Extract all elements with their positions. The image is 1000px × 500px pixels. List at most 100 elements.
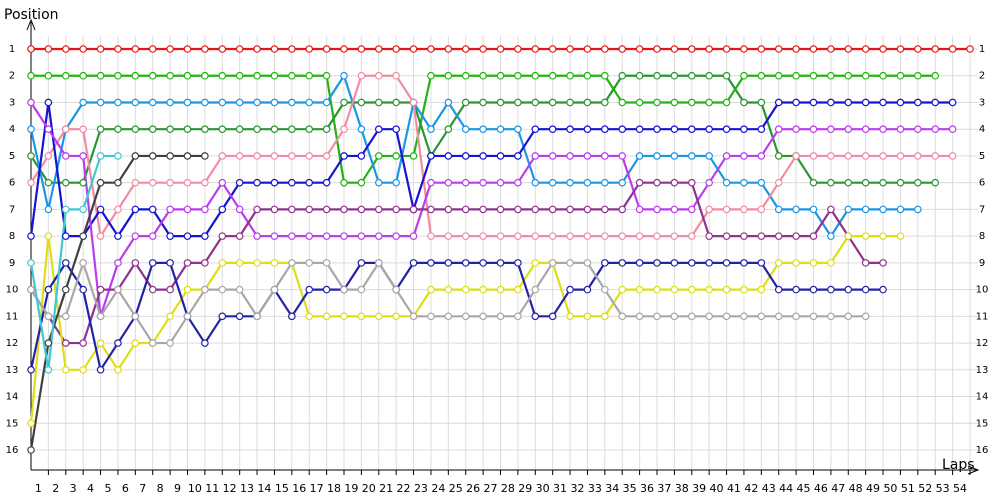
data-point: [687, 312, 696, 321]
data-point: [79, 98, 87, 107]
data-point: [288, 312, 296, 321]
data-point: [461, 152, 470, 160]
data-point: [531, 98, 540, 107]
data-point: [844, 178, 853, 187]
y-tick-label-right: 6: [979, 178, 985, 189]
data-point: [409, 45, 418, 53]
data-point: [635, 71, 644, 80]
data-point: [201, 71, 209, 80]
data-point: [548, 45, 557, 53]
data-point: [583, 152, 592, 160]
data-point: [409, 259, 418, 267]
data-point: [270, 178, 279, 187]
x-tick-label: 38: [675, 482, 689, 495]
data-point: [879, 71, 887, 80]
data-point: [148, 232, 157, 240]
data-point: [270, 125, 279, 134]
y-tick-label: 7: [9, 204, 15, 215]
data-point: [96, 152, 105, 160]
data-point: [427, 259, 435, 267]
data-point: [740, 71, 748, 80]
data-point: [218, 285, 227, 294]
data-point: [496, 312, 505, 321]
data-point: [531, 285, 540, 294]
data-point: [514, 125, 522, 134]
data-point: [235, 125, 244, 134]
data-point: [201, 125, 209, 134]
data-point: [722, 205, 731, 214]
data-point: [653, 232, 661, 240]
data-point: [44, 285, 53, 294]
data-point: [514, 205, 522, 214]
data-point: [461, 45, 470, 53]
data-point: [601, 205, 609, 214]
x-tick-label: 44: [779, 482, 793, 495]
data-point: [566, 285, 574, 294]
data-point: [79, 285, 87, 294]
data-point: [635, 152, 644, 160]
data-point: [896, 232, 905, 240]
data-point: [687, 125, 696, 134]
data-point: [27, 285, 35, 294]
data-point: [183, 259, 192, 267]
data-point: [374, 259, 383, 267]
data-point: [844, 312, 853, 321]
data-point: [218, 45, 227, 53]
data-point: [444, 232, 453, 240]
data-point: [253, 205, 261, 214]
data-point: [653, 178, 661, 187]
data-point: [566, 152, 574, 160]
data-point: [670, 71, 679, 80]
x-tick-label: 5: [104, 482, 111, 495]
y-tick-label: 4: [9, 124, 15, 135]
data-point: [409, 312, 418, 321]
data-point: [444, 45, 453, 53]
data-point: [409, 152, 418, 160]
data-point: [618, 285, 627, 294]
data-point: [879, 98, 887, 107]
data-point: [444, 98, 453, 107]
data-point: [705, 152, 713, 160]
data-point: [44, 339, 53, 347]
data-point: [774, 259, 783, 267]
data-point: [444, 259, 453, 267]
data-point: [583, 71, 592, 80]
x-tick-label: 3: [70, 482, 77, 495]
data-point: [288, 98, 296, 107]
data-point: [827, 125, 835, 134]
data-point: [914, 71, 922, 80]
data-point: [322, 125, 331, 134]
x-tick-label: 7: [139, 482, 146, 495]
data-point: [531, 45, 540, 53]
data-point: [253, 71, 261, 80]
data-point: [861, 285, 870, 294]
data-point: [114, 285, 122, 294]
x-tick-label: 33: [588, 482, 602, 495]
data-point: [131, 98, 140, 107]
data-point: [548, 259, 557, 267]
data-point: [322, 232, 331, 240]
y-tick-label-right: 13: [976, 365, 989, 376]
data-point: [201, 152, 209, 160]
data-point: [148, 152, 157, 160]
data-point: [601, 71, 609, 80]
data-point: [740, 285, 748, 294]
data-point: [357, 312, 366, 321]
data-point: [166, 312, 174, 321]
data-point: [827, 152, 835, 160]
data-point: [44, 365, 53, 374]
data-point: [392, 45, 400, 53]
data-point: [635, 312, 644, 321]
data-point: [844, 232, 853, 240]
x-tick-label: 34: [605, 482, 619, 495]
data-point: [670, 232, 679, 240]
data-point: [548, 312, 557, 321]
x-tick-label: 43: [762, 482, 776, 495]
data-point: [201, 259, 209, 267]
data-point: [740, 232, 748, 240]
data-point: [96, 312, 105, 321]
data-point: [861, 259, 870, 267]
x-axis-arrow: [967, 465, 980, 475]
data-point: [740, 312, 748, 321]
data-point: [670, 178, 679, 187]
